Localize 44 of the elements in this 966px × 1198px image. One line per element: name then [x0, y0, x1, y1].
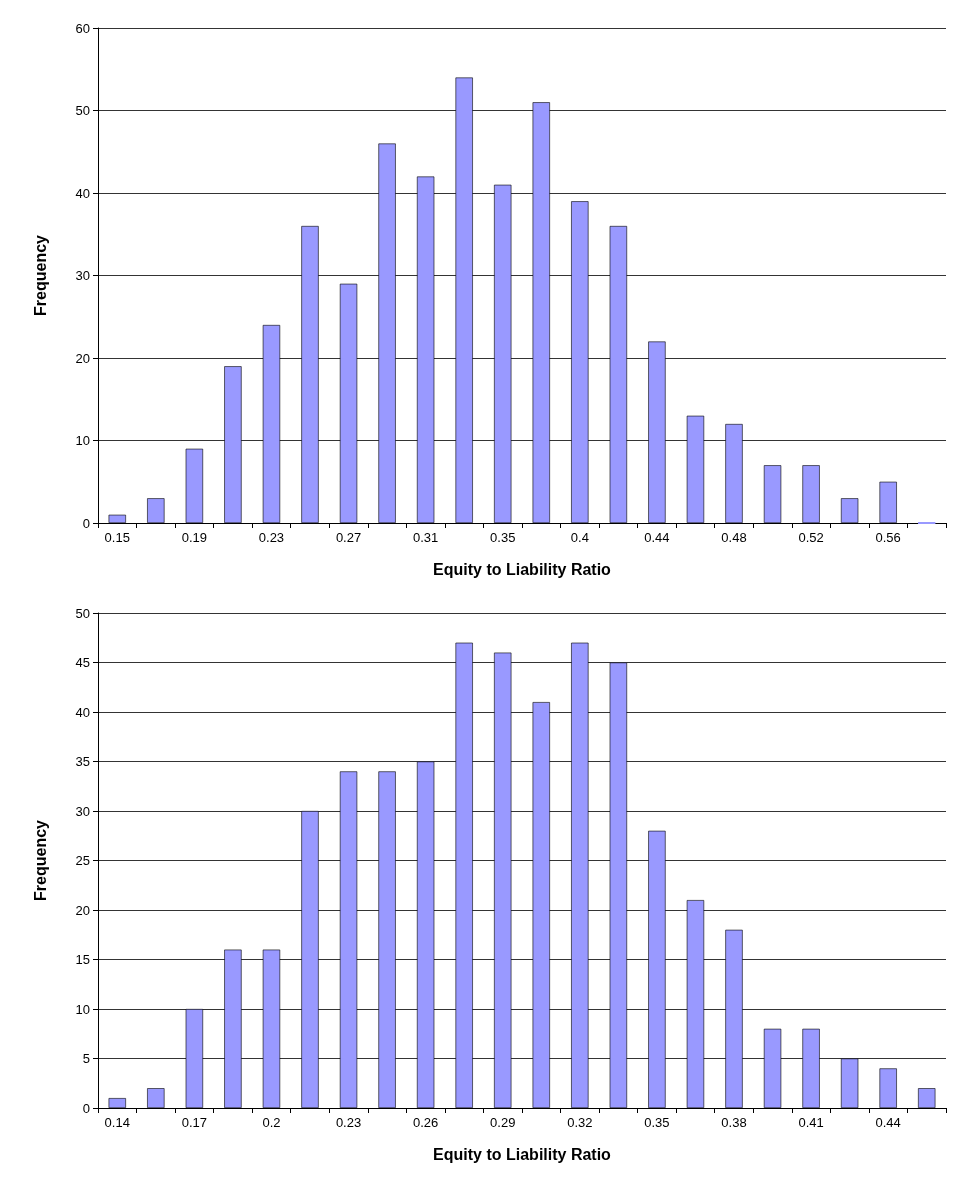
- x-tick-label: 0.41: [798, 1115, 824, 1130]
- y-tick-label: 0: [82, 515, 90, 531]
- y-axis-title: Frequency: [31, 819, 49, 901]
- y-tick-label: 50: [75, 103, 90, 118]
- y-tick-label: 45: [75, 655, 90, 670]
- x-tick-label: 0.31: [412, 530, 439, 545]
- y-tick-label: 35: [75, 754, 90, 769]
- x-tick-label: 0.23: [258, 530, 285, 545]
- x-tick-label: 0.32: [567, 1115, 593, 1130]
- y-tick-label: 50: [75, 605, 90, 621]
- y-tick-label: 40: [75, 185, 90, 201]
- y-tick-label: 10: [75, 433, 90, 448]
- x-tick-label: 0.27: [335, 530, 362, 545]
- y-tick-label: 10: [75, 1001, 90, 1017]
- x-tick-label: 0.26: [412, 1115, 439, 1130]
- y-tick-label: 30: [75, 803, 90, 819]
- x-tick-label: 0.56: [875, 530, 901, 545]
- y-tick-label: 0: [82, 1100, 90, 1116]
- y-tick-label: 30: [75, 268, 90, 283]
- x-tick-label: 0.48: [721, 530, 747, 545]
- y-tick-label: 15: [75, 952, 90, 967]
- x-tick-label: 0.2: [262, 1115, 281, 1130]
- y-tick-label: 40: [75, 704, 90, 720]
- x-tick-label: 0.19: [181, 530, 208, 545]
- x-tick-label: 0.15: [104, 530, 130, 545]
- x-tick-label: 0.35: [644, 1115, 670, 1130]
- y-axis-title: Frequency: [31, 234, 49, 316]
- x-tick-label: 0.17: [181, 1115, 208, 1130]
- x-axis-title: Equity to Liability Ratio: [433, 560, 612, 578]
- y-tick-label: 25: [75, 853, 90, 868]
- y-tick-label: 60: [75, 20, 90, 36]
- y-tick-label: 20: [75, 350, 90, 366]
- x-tick-label: 0.23: [335, 1115, 362, 1130]
- x-tick-label: 0.52: [798, 530, 824, 545]
- x-axis-title: Equity to Liability Ratio: [433, 1145, 612, 1163]
- x-tick-label: 0.35: [490, 530, 516, 545]
- x-tick-label: 0.38: [721, 1115, 747, 1130]
- y-tick-label: 5: [82, 1051, 90, 1066]
- x-tick-label: 0.29: [490, 1115, 516, 1130]
- x-tick-label: 0.14: [104, 1115, 130, 1130]
- x-tick-label: 0.44: [875, 1115, 901, 1130]
- x-tick-label: 0.44: [644, 530, 670, 545]
- x-tick-label: 0.4: [570, 530, 589, 545]
- y-tick-label: 20: [75, 902, 90, 918]
